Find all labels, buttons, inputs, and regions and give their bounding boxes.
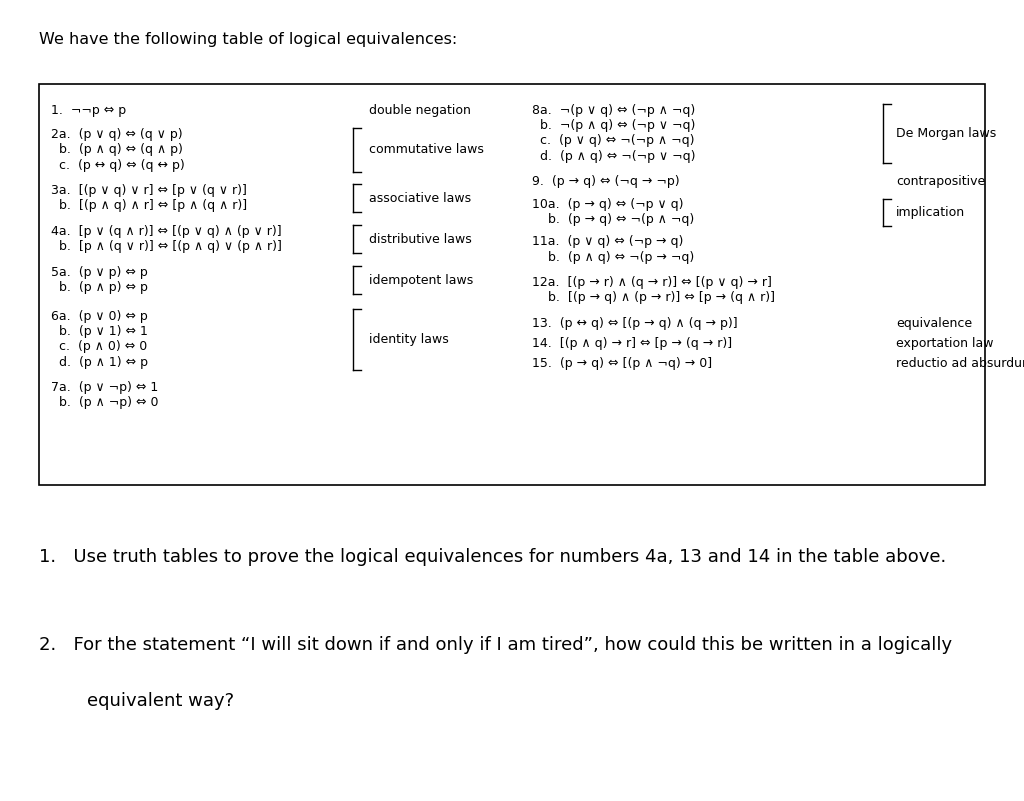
Text: 15.  (p → q) ⇔ [(p ∧ ¬q) → 0]: 15. (p → q) ⇔ [(p ∧ ¬q) → 0] [532, 357, 713, 370]
Text: 13.  (p ↔ q) ⇔ [(p → q) ∧ (q → p)]: 13. (p ↔ q) ⇔ [(p → q) ∧ (q → p)] [532, 317, 738, 330]
Text: exportation law: exportation law [896, 337, 993, 350]
Bar [39, 84, 985, 485]
Text: 11a.  (p ∨ q) ⇔ (¬p → q): 11a. (p ∨ q) ⇔ (¬p → q) [532, 235, 684, 248]
Text: associative laws: associative laws [369, 192, 471, 205]
Text: 5a.  (p ∨ p) ⇔ p: 5a. (p ∨ p) ⇔ p [51, 266, 147, 279]
Text: 3a.  [(p ∨ q) ∨ r] ⇔ [p ∨ (q ∨ r)]: 3a. [(p ∨ q) ∨ r] ⇔ [p ∨ (q ∨ r)] [51, 184, 247, 197]
Text: equivalent way?: equivalent way? [87, 692, 234, 710]
Text: 4a.  [p ∨ (q ∧ r)] ⇔ [(p ∨ q) ∧ (p ∨ r)]: 4a. [p ∨ (q ∧ r)] ⇔ [(p ∨ q) ∧ (p ∨ r)] [51, 225, 282, 238]
Text: identity laws: identity laws [369, 333, 449, 346]
Text: d.  (p ∧ q) ⇔ ¬(¬p ∨ ¬q): d. (p ∧ q) ⇔ ¬(¬p ∨ ¬q) [532, 150, 696, 163]
Text: 10a.  (p → q) ⇔ (¬p ∨ q): 10a. (p → q) ⇔ (¬p ∨ q) [532, 198, 684, 211]
Text: 1.  ¬¬p ⇔ p: 1. ¬¬p ⇔ p [51, 104, 126, 117]
Text: contrapositive: contrapositive [896, 175, 985, 188]
Text: 6a.  (p ∨ 0) ⇔ p: 6a. (p ∨ 0) ⇔ p [51, 310, 147, 323]
Text: c.  (p ∨ q) ⇔ ¬(¬p ∧ ¬q): c. (p ∨ q) ⇔ ¬(¬p ∧ ¬q) [532, 135, 695, 147]
Text: b.  [(p ∧ q) ∧ r] ⇔ [p ∧ (q ∧ r)]: b. [(p ∧ q) ∧ r] ⇔ [p ∧ (q ∧ r)] [51, 199, 248, 212]
Text: b.  (p ∧ q) ⇔ (q ∧ p): b. (p ∧ q) ⇔ (q ∧ p) [51, 143, 183, 156]
Text: equivalence: equivalence [896, 317, 972, 330]
Text: reductio ad absurdum: reductio ad absurdum [896, 357, 1024, 370]
Text: b.  (p ∧ p) ⇔ p: b. (p ∧ p) ⇔ p [51, 281, 148, 294]
Text: b.  (p ∧ q) ⇔ ¬(p → ¬q): b. (p ∧ q) ⇔ ¬(p → ¬q) [532, 251, 694, 264]
Text: b.  ¬(p ∧ q) ⇔ (¬p ∨ ¬q): b. ¬(p ∧ q) ⇔ (¬p ∨ ¬q) [532, 119, 696, 132]
Text: 14.  [(p ∧ q) → r] ⇔ [p → (q → r)]: 14. [(p ∧ q) → r] ⇔ [p → (q → r)] [532, 337, 732, 350]
Text: b.  (p ∧ ¬p) ⇔ 0: b. (p ∧ ¬p) ⇔ 0 [51, 396, 159, 409]
Text: 8a.  ¬(p ∨ q) ⇔ (¬p ∧ ¬q): 8a. ¬(p ∨ q) ⇔ (¬p ∧ ¬q) [532, 104, 695, 117]
Text: d.  (p ∧ 1) ⇔ p: d. (p ∧ 1) ⇔ p [51, 356, 148, 368]
Text: implication: implication [896, 206, 966, 219]
Text: double negation: double negation [369, 104, 470, 117]
Text: b.  [(p → q) ∧ (p → r)] ⇔ [p → (q ∧ r)]: b. [(p → q) ∧ (p → r)] ⇔ [p → (q ∧ r)] [532, 292, 775, 304]
Text: commutative laws: commutative laws [369, 143, 483, 156]
Text: 12a.  [(p → r) ∧ (q → r)] ⇔ [(p ∨ q) → r]: 12a. [(p → r) ∧ (q → r)] ⇔ [(p ∨ q) → r] [532, 276, 772, 289]
Text: b.  (p → q) ⇔ ¬(p ∧ ¬q): b. (p → q) ⇔ ¬(p ∧ ¬q) [532, 213, 694, 226]
Text: distributive laws: distributive laws [369, 233, 471, 246]
Text: 7a.  (p ∨ ¬p) ⇔ 1: 7a. (p ∨ ¬p) ⇔ 1 [51, 381, 159, 394]
Text: b.  (p ∨ 1) ⇔ 1: b. (p ∨ 1) ⇔ 1 [51, 325, 148, 338]
Text: 2.   For the statement “I will sit down if and only if I am tired”, how could th: 2. For the statement “I will sit down if… [39, 636, 952, 654]
Text: c.  (p ↔ q) ⇔ (q ↔ p): c. (p ↔ q) ⇔ (q ↔ p) [51, 159, 185, 171]
Text: b.  [p ∧ (q ∨ r)] ⇔ [(p ∧ q) ∨ (p ∧ r)]: b. [p ∧ (q ∨ r)] ⇔ [(p ∧ q) ∨ (p ∧ r)] [51, 240, 282, 253]
Text: De Morgan laws: De Morgan laws [896, 127, 996, 140]
Text: We have the following table of logical equivalences:: We have the following table of logical e… [39, 32, 457, 47]
Text: 1.   Use truth tables to prove the logical equivalences for numbers 4a, 13 and 1: 1. Use truth tables to prove the logical… [39, 548, 946, 566]
Text: c.  (p ∧ 0) ⇔ 0: c. (p ∧ 0) ⇔ 0 [51, 340, 147, 353]
Text: 2a.  (p ∨ q) ⇔ (q ∨ p): 2a. (p ∨ q) ⇔ (q ∨ p) [51, 128, 183, 141]
Text: 9.  (p → q) ⇔ (¬q → ¬p): 9. (p → q) ⇔ (¬q → ¬p) [532, 175, 680, 188]
Text: idempotent laws: idempotent laws [369, 274, 473, 287]
